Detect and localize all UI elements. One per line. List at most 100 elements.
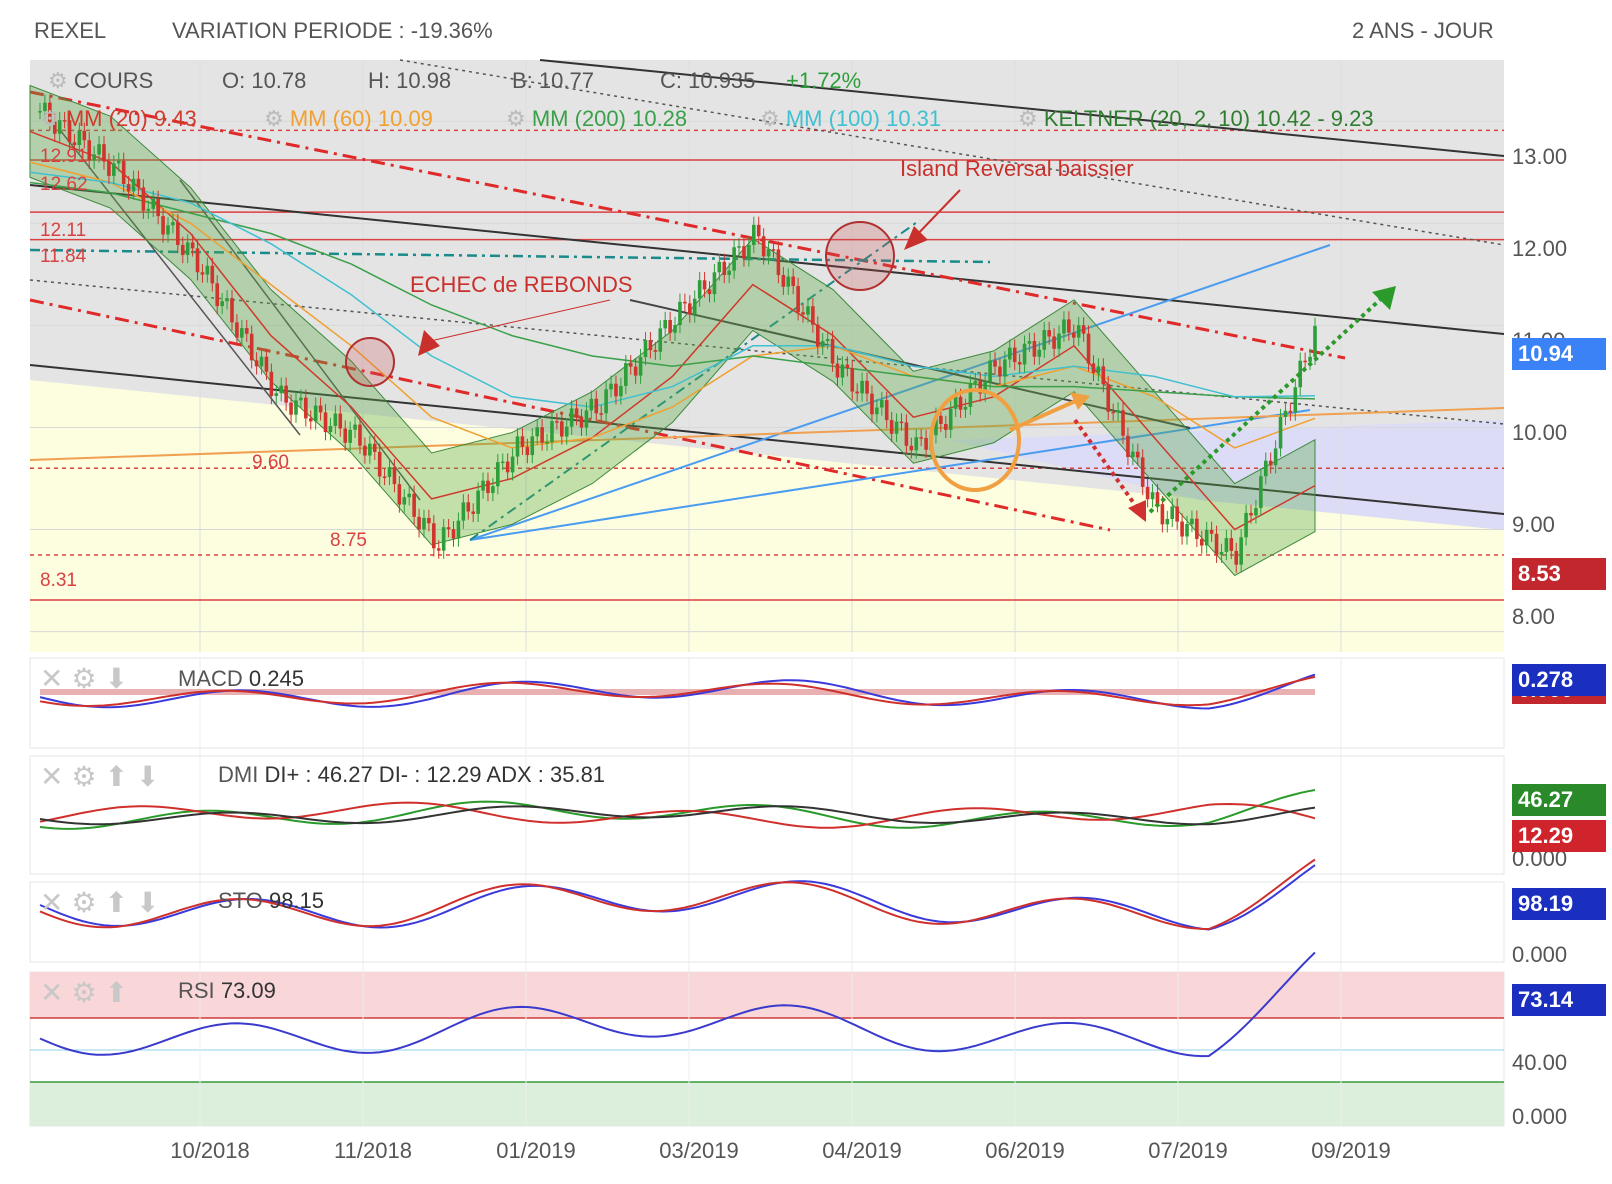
candle-body: [914, 437, 919, 451]
candle-body: [978, 380, 983, 394]
gear-icon[interactable]: ⚙: [71, 977, 105, 1008]
gear-icon[interactable]: ⚙: [264, 106, 284, 131]
candle-body: [82, 130, 87, 141]
keltner-band: [29, 84, 1316, 577]
candle-body: [1190, 518, 1194, 525]
candle-body: [308, 418, 313, 422]
candle-body: [747, 244, 751, 259]
candle-body: [456, 520, 461, 539]
close-icon[interactable]: ✕: [40, 663, 72, 694]
x-tick: 06/2019: [985, 1138, 1065, 1163]
candle-body: [274, 393, 279, 396]
candle-body: [87, 140, 92, 161]
candle-body: [604, 389, 608, 414]
rsi-oversold-zone: [30, 1082, 1504, 1126]
candle-body: [1057, 333, 1061, 349]
candle-body: [796, 286, 800, 313]
candle-body: [628, 363, 633, 367]
candle-body: [668, 319, 672, 333]
candle-body: [368, 443, 372, 456]
arrow-up-icon[interactable]: ⬆: [104, 761, 137, 792]
candle-body: [688, 303, 692, 315]
dmi-value: DI+ : 46.27 DI- : 12.29 ADX : 35.81: [264, 762, 606, 787]
gear-icon[interactable]: ⚙: [506, 106, 526, 131]
candle-body: [486, 480, 490, 494]
gear-icon[interactable]: ⚙: [1018, 106, 1038, 131]
candle-body: [889, 420, 894, 434]
island-pointer: [911, 189, 961, 241]
close-icon[interactable]: ✕: [40, 887, 72, 918]
rsi-zero-tick: 0.000: [1512, 1104, 1568, 1129]
candle-body: [289, 402, 293, 415]
candle-body: [1244, 512, 1248, 538]
candle-body: [417, 516, 421, 530]
candle-body: [348, 429, 352, 443]
moving-averages: [29, 130, 1316, 531]
gear-icon[interactable]: ⚙: [40, 106, 60, 131]
candle-body: [840, 364, 845, 378]
candle-body: [476, 490, 480, 514]
period-label[interactable]: 2 ANS - JOUR: [1352, 18, 1494, 43]
candle-body: [1086, 333, 1091, 364]
gear-icon[interactable]: ⚙: [71, 761, 105, 792]
candle-body: [1293, 387, 1298, 413]
gear-icon[interactable]: ⚙: [71, 887, 105, 918]
candle-body: [1254, 507, 1258, 516]
candle-body: [92, 154, 96, 161]
green-dotted-arrow: [1148, 294, 1386, 514]
arrow-down-icon[interactable]: ⬇: [136, 887, 168, 918]
close-icon[interactable]: ✕: [40, 761, 72, 792]
arrow-down-icon[interactable]: ⬇: [104, 663, 137, 694]
arrow-up-icon[interactable]: ⬆: [104, 977, 137, 1008]
candles: [38, 94, 1317, 573]
macd-line: [39, 673, 1316, 710]
candle-body: [1224, 538, 1229, 552]
candle-body: [412, 493, 416, 517]
symbol-title: REXEL: [34, 18, 107, 43]
candle-body: [136, 178, 141, 188]
candle-body: [1003, 359, 1007, 377]
candle-body: [727, 270, 731, 275]
candle-body: [1022, 343, 1027, 365]
ma-line-2: [29, 161, 1316, 449]
candle-body: [131, 178, 136, 192]
candle-body: [240, 328, 244, 338]
candle-body: [525, 446, 530, 456]
sto-panel: [29, 881, 1505, 963]
dmi-plus-tag: 46.27: [1512, 784, 1606, 816]
mm20-legend: ⚙ MM (20) 9.43: [40, 106, 197, 132]
rsi-40-tick: 40.00: [1512, 1050, 1568, 1075]
candle-body: [264, 356, 269, 372]
candle-body: [983, 381, 987, 394]
arrow-up-icon[interactable]: ⬆: [104, 887, 137, 918]
sto-name: STO: [218, 888, 263, 913]
echec-rebonds-label: ECHEC de REBONDS: [410, 272, 633, 297]
dmi-name: DMI: [218, 762, 259, 787]
candle-body: [589, 398, 594, 411]
candle-body: [141, 187, 146, 211]
level-8-31: 8.31: [40, 570, 77, 591]
gear-icon[interactable]: ⚙: [71, 663, 105, 694]
candle-body: [1165, 518, 1170, 525]
candle-body: [151, 198, 156, 209]
candle-body: [781, 275, 786, 287]
candle-body: [643, 340, 648, 358]
arrow-down-icon[interactable]: ⬇: [136, 761, 168, 792]
candle-body: [1131, 451, 1135, 458]
gear-icon[interactable]: ⚙: [48, 68, 68, 93]
x-tick: 01/2019: [496, 1138, 576, 1163]
candle-body: [372, 443, 377, 452]
close-icon[interactable]: ✕: [40, 977, 72, 1008]
trend-line: [539, 59, 1505, 157]
x-tick: 10/2018: [170, 1138, 250, 1163]
candle-body: [1042, 330, 1047, 350]
sto-value: 98.15: [268, 888, 325, 913]
candle-body: [752, 224, 756, 245]
price-tick: 13.00: [1512, 144, 1568, 169]
candle-body: [737, 246, 741, 248]
candle-body: [648, 340, 653, 351]
change-value: +1.72%: [786, 68, 862, 93]
candle-body: [1047, 330, 1051, 337]
gear-icon[interactable]: ⚙: [760, 106, 780, 131]
